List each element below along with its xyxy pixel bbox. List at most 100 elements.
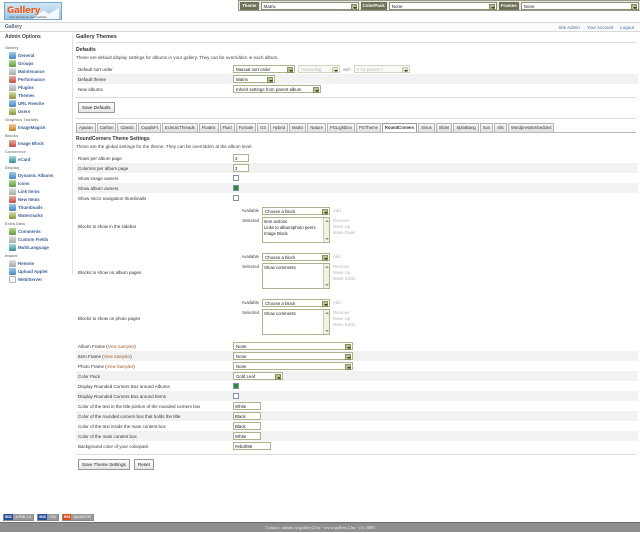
sidebar-item-web-server[interactable]: Web/Server bbox=[2, 275, 72, 283]
content-text-color-input[interactable]: Black bbox=[233, 422, 261, 430]
tab-ajaxian[interactable]: Ajaxian bbox=[76, 123, 96, 132]
list-item[interactable]: Links to album/photo peers bbox=[264, 225, 316, 230]
sidebar-item-general[interactable]: General bbox=[2, 51, 72, 59]
rows-per-album-page-input[interactable]: 3 bbox=[233, 154, 249, 162]
sidebar-item-imagemagick[interactable]: ImageMagick bbox=[2, 123, 72, 131]
tab-wordpressembedded[interactable]: WordpressEmbedded bbox=[507, 123, 555, 132]
album-move-up-link[interactable]: Move Up bbox=[333, 270, 351, 275]
sidebar-item-upload-applet[interactable]: Upload Applet bbox=[2, 267, 72, 275]
reset-button[interactable]: Reset bbox=[133, 459, 154, 470]
sidebar-item-multilanguage[interactable]: MultiLanguage bbox=[2, 243, 72, 251]
sidebar-item-custom-fields[interactable]: Custom Fields bbox=[2, 235, 72, 243]
photo-remove-link[interactable]: Remove bbox=[333, 310, 350, 315]
sidebar-item-remote[interactable]: Remote bbox=[2, 259, 72, 267]
sidebar-item-users[interactable]: Users bbox=[2, 107, 72, 115]
tab-cupploft[interactable]: CupploFt bbox=[137, 123, 161, 132]
item-frame-select[interactable]: None bbox=[233, 352, 353, 360]
album-move-down-link[interactable]: Move Down bbox=[333, 276, 356, 281]
link-logout[interactable]: Logout bbox=[620, 25, 634, 30]
columns-per-album-page-input[interactable]: 3 bbox=[233, 164, 249, 172]
album-available-block-select[interactable]: Choose a block bbox=[262, 253, 330, 261]
sidebar-item-dynamic-albums[interactable]: Dynamic Albums bbox=[2, 171, 72, 179]
tab-pgtheme[interactable]: PGTheme bbox=[355, 123, 381, 132]
photo-add-link[interactable]: Add bbox=[333, 300, 341, 305]
default-theme-select[interactable]: Matrix bbox=[233, 75, 275, 83]
sidebar-item-url-rewrite[interactable]: URL Rewrite bbox=[2, 99, 72, 107]
photo-available-block-select[interactable]: Choose a block bbox=[262, 299, 330, 307]
sidebar-item-plugins[interactable]: Plugins bbox=[2, 83, 72, 91]
badge-xhtml-validator[interactable]: W3C XHTML 1.0 bbox=[3, 513, 35, 521]
sort-direction-select[interactable]: Ascending bbox=[298, 65, 340, 73]
album-frame-view-samples-link[interactable]: View Samples bbox=[107, 343, 135, 349]
sidebar-item-icons[interactable]: Icons bbox=[2, 179, 72, 187]
sidebar-item-comments[interactable]: Comments bbox=[2, 227, 72, 235]
tab-carbon[interactable]: Carbon bbox=[96, 123, 117, 132]
sidebar-selected-blocks-listbox[interactable]: Item actions Links to album/photo peers … bbox=[262, 217, 330, 243]
content-box-color-input[interactable]: White bbox=[233, 432, 261, 440]
tab-sirius[interactable]: Sirius bbox=[418, 123, 435, 132]
tab-g3[interactable]: G3 bbox=[257, 123, 269, 132]
sidebar-item-groups[interactable]: Groups bbox=[2, 59, 72, 67]
photo-frame-view-samples-link[interactable]: View Samples bbox=[106, 363, 134, 369]
photo-move-up-link[interactable]: Move Up bbox=[333, 316, 351, 321]
breadcrumb[interactable]: Gallery bbox=[5, 24, 22, 30]
sidebar-item-thumbnails[interactable]: Thumbnails bbox=[2, 203, 72, 211]
tab-slic[interactable]: Slic bbox=[494, 123, 507, 132]
tab-fluid[interactable]: Fluid bbox=[219, 123, 235, 132]
sidebar-move-up-link[interactable]: Move Up bbox=[333, 224, 351, 229]
tab-classic[interactable]: Classic bbox=[117, 123, 137, 132]
photo-selected-blocks-listbox[interactable]: Show comments bbox=[262, 309, 330, 335]
list-item[interactable]: Show comments bbox=[264, 265, 296, 270]
toolbar-colorpack-select[interactable]: None bbox=[388, 1, 497, 10]
tab-splatbang[interactable]: SplatBang bbox=[453, 123, 479, 132]
tab-nature[interactable]: Nature bbox=[307, 123, 326, 132]
sidebar-item-link-items[interactable]: Link Items bbox=[2, 187, 72, 195]
album-add-link[interactable]: Add bbox=[333, 254, 341, 259]
save-defaults-button[interactable]: Save Defaults bbox=[78, 102, 115, 113]
show-image-owners-checkbox[interactable] bbox=[233, 175, 239, 181]
badge-css-validator[interactable]: W3C CSS bbox=[37, 513, 59, 521]
toolbar-theme-select[interactable]: Matrix bbox=[260, 1, 359, 10]
new-albums-select[interactable]: Inherit settings from parent album bbox=[233, 85, 321, 93]
list-item[interactable]: Image Block bbox=[264, 231, 288, 236]
title-text-color-input[interactable]: White bbox=[233, 402, 261, 410]
sidebar-move-down-link[interactable]: Move Down bbox=[333, 230, 356, 235]
save-theme-settings-button[interactable]: Save Theme Settings bbox=[78, 459, 130, 470]
tab-forsale[interactable]: ForSale bbox=[235, 123, 257, 132]
sidebar-item-maintenance[interactable]: Maintenance bbox=[2, 67, 72, 75]
sidebar-item-image-block[interactable]: Image Block bbox=[2, 139, 72, 147]
photo-move-down-link[interactable]: Move Down bbox=[333, 322, 356, 327]
album-remove-link[interactable]: Remove bbox=[333, 264, 350, 269]
preset-select[interactable]: < no preset > bbox=[353, 65, 410, 73]
color-pack-select[interactable]: Gold Leaf bbox=[233, 372, 283, 380]
tab-roundcorners[interactable]: RoundCorners bbox=[381, 123, 418, 132]
sidebar-available-block-select[interactable]: Choose a block bbox=[262, 207, 330, 215]
gallery-logo[interactable]: Gallery Your photos on your website bbox=[4, 2, 62, 20]
tab-floatrix[interactable]: Floatrix bbox=[198, 123, 219, 132]
show-album-owners-checkbox[interactable] bbox=[233, 185, 239, 191]
sidebar-item-themes[interactable]: Themes bbox=[2, 91, 72, 99]
sidebar-add-link[interactable]: Add bbox=[333, 208, 341, 213]
photo-frame-select[interactable]: None bbox=[233, 362, 353, 370]
tab-eclecticthreads[interactable]: EclecticThreads bbox=[161, 123, 198, 132]
sidebar-remove-link[interactable]: Remove bbox=[333, 218, 350, 223]
colorpack-bg-color-input[interactable]: #ebd095 bbox=[233, 442, 271, 450]
tab-hybrid[interactable]: Hybrid bbox=[269, 123, 288, 132]
list-item[interactable]: Show comments bbox=[264, 311, 296, 316]
tab-sun[interactable]: Sun bbox=[479, 123, 494, 132]
tab-matrix[interactable]: Matrix bbox=[288, 123, 307, 132]
show-micro-nav-checkbox[interactable] bbox=[233, 195, 239, 201]
album-frame-select[interactable]: None bbox=[233, 342, 353, 350]
default-sort-order-select[interactable]: Manual sort order bbox=[233, 65, 295, 73]
sidebar-item-ecard[interactable]: eCard bbox=[2, 155, 72, 163]
sidebar-item-watermarks[interactable]: Watermarks bbox=[2, 211, 72, 219]
title-box-color-input[interactable]: Black bbox=[233, 412, 261, 420]
rounded-box-albums-checkbox[interactable] bbox=[233, 383, 239, 389]
tab-pglightbox[interactable]: PGLightbox bbox=[326, 123, 355, 132]
rounded-box-items-checkbox[interactable] bbox=[233, 393, 239, 399]
link-site-admin[interactable]: Site Admin bbox=[558, 25, 580, 30]
link-your-account[interactable]: Your Account bbox=[586, 25, 614, 30]
toolbar-frames-select[interactable]: None bbox=[520, 1, 639, 10]
album-selected-blocks-listbox[interactable]: Show comments bbox=[262, 263, 330, 289]
item-frame-view-samples-link[interactable]: View Samples bbox=[103, 353, 131, 359]
